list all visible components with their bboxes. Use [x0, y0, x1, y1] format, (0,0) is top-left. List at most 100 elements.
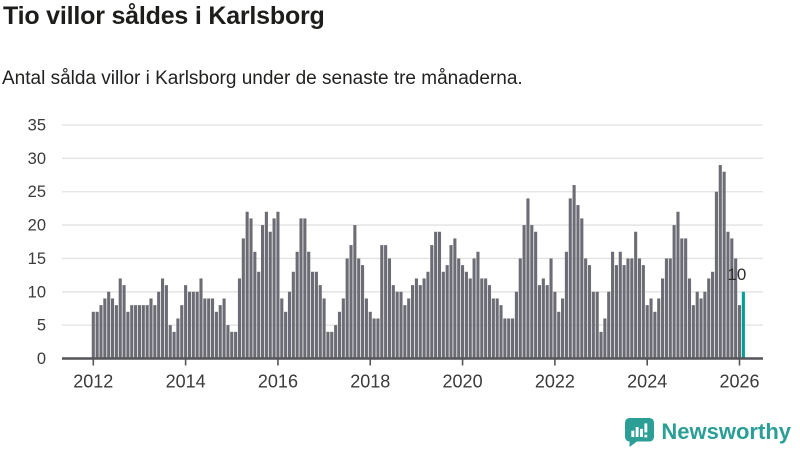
bar: [118, 278, 122, 359]
bar: [253, 251, 257, 359]
bar: [180, 305, 184, 359]
bar: [491, 298, 495, 359]
x-axis-year-label: 2024: [627, 372, 667, 392]
y-axis-tick-label: 5: [37, 317, 46, 335]
y-axis-tick-label: 15: [28, 250, 46, 268]
bar: [176, 318, 180, 359]
bar: [391, 285, 395, 359]
y-axis-tick-label: 30: [28, 150, 46, 168]
bar: [326, 331, 330, 359]
bar: [595, 291, 599, 359]
bar: [126, 311, 130, 359]
bar: [184, 285, 188, 359]
y-axis-tick-label: 0: [37, 350, 46, 368]
bar: [430, 245, 434, 359]
bar: [561, 298, 565, 359]
bar: [664, 258, 668, 359]
bar: [380, 245, 384, 359]
bar: [461, 265, 465, 359]
bar: [668, 258, 672, 359]
bar: [249, 218, 253, 359]
bar: [634, 231, 638, 359]
bar: [568, 198, 572, 359]
bar: [353, 225, 357, 359]
bar: [534, 231, 538, 359]
bar-chart-canvas: 0 5 10 15 20 25 30 35 2012 2014 2016 2018 2020 2022 20…: [28, 117, 763, 392]
bar: [537, 285, 542, 359]
bar: [368, 311, 372, 359]
x-axis-year-label: 2016: [258, 372, 298, 392]
bar: [145, 305, 149, 359]
bar: [649, 298, 653, 359]
bar: [103, 298, 107, 359]
newsworthy-logo-icon: [625, 417, 655, 447]
bar: [387, 258, 392, 359]
bar: [337, 311, 342, 359]
bar: [172, 331, 176, 359]
bar: [611, 251, 615, 359]
bar: [95, 311, 99, 359]
bar: [464, 271, 468, 359]
bar: [130, 305, 134, 359]
bar: [210, 298, 215, 359]
bar: [218, 305, 222, 359]
bar: [230, 331, 234, 359]
bar: [576, 205, 580, 359]
bar: [153, 305, 157, 359]
bar: [384, 245, 388, 359]
y-axis-tick-label: 35: [28, 117, 46, 135]
bar: [472, 258, 476, 359]
bar: [376, 318, 380, 359]
bar: [518, 258, 522, 359]
bar: [726, 231, 730, 359]
bar: [395, 291, 399, 359]
bar: [630, 258, 634, 359]
x-axis-year-label: 2018: [350, 372, 390, 392]
bar: [484, 278, 488, 359]
bar: [734, 258, 738, 359]
bar: [99, 305, 103, 359]
bar: [614, 265, 618, 359]
bar: [549, 258, 553, 359]
bar: [545, 285, 549, 359]
bar: [160, 278, 165, 359]
bar: [511, 318, 515, 359]
bar: [141, 305, 145, 359]
bar: [714, 191, 718, 359]
bar: [322, 298, 326, 359]
bar: [599, 331, 603, 359]
bar: [214, 311, 218, 359]
bar: [557, 311, 561, 359]
bar: [291, 271, 295, 359]
bar: [372, 318, 376, 359]
bar: [495, 298, 499, 359]
x-axis-year-label: 2012: [73, 372, 113, 392]
newsworthy-logo-text: Newsworthy: [661, 419, 791, 444]
bar: [168, 325, 172, 359]
bar: [261, 225, 265, 359]
bar: [434, 231, 438, 359]
bar: [399, 291, 403, 359]
bar: [330, 331, 334, 359]
bar: [110, 298, 115, 359]
bar: [661, 278, 665, 359]
bar: [345, 258, 349, 359]
bar: [195, 291, 199, 359]
bar: [361, 265, 365, 359]
bar: [607, 291, 611, 359]
bar: [507, 318, 511, 359]
bar: [422, 278, 426, 359]
bar: [311, 271, 315, 359]
bar: [499, 305, 503, 359]
bar: [503, 318, 507, 359]
bar: [687, 278, 692, 359]
y-axis-tick-label: 25: [28, 183, 46, 201]
bar: [718, 165, 722, 359]
bar: [318, 285, 322, 359]
bar: [468, 278, 472, 359]
x-axis-year-label: 2022: [535, 372, 575, 392]
bar: [287, 291, 292, 359]
bar: [487, 285, 492, 359]
bar: [522, 225, 526, 359]
